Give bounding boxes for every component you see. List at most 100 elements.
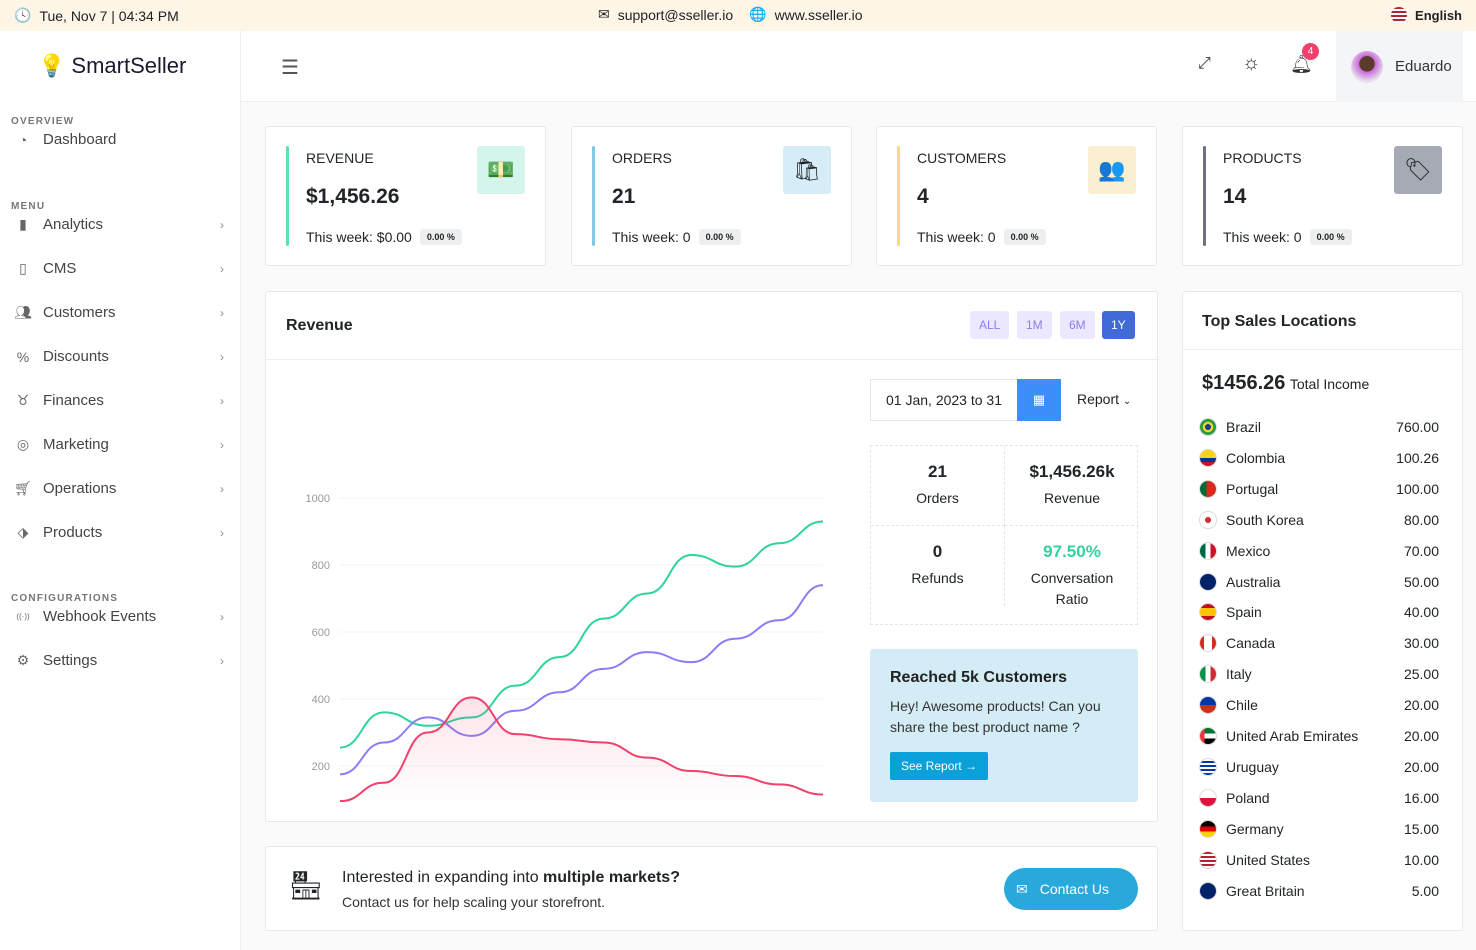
location-amount: 50.00	[1403, 573, 1439, 590]
broadcast-icon: ((·))	[16, 612, 30, 621]
target-icon: ◎	[16, 436, 30, 452]
location-row: Uruguay 20.00	[1199, 757, 1439, 777]
flag-icon	[1199, 448, 1217, 467]
us-flag-icon	[1391, 7, 1408, 23]
flag-icon	[1199, 881, 1217, 900]
sidebar-item-discounts[interactable]: % Discounts ›	[14, 348, 224, 365]
flag-icon	[1199, 850, 1217, 869]
promo-title: Reached 5k Customers	[890, 669, 1067, 686]
sidebar-item-operations[interactable]: 🛒︎ Operations ›	[14, 480, 224, 497]
flag-icon	[1199, 757, 1217, 776]
storefront-icon: 🏪︎	[288, 870, 324, 901]
piggy-bank-icon: ♉︎	[16, 392, 30, 408]
promo-card: Reached 5k Customers Hey! Awesome produc…	[870, 649, 1138, 802]
location-row: Chile 20.00	[1199, 695, 1439, 715]
location-amount: 20.00	[1403, 697, 1439, 714]
y-tick-label: 200	[312, 761, 330, 773]
sidebar-item-settings[interactable]: ⚙ Settings ›	[14, 652, 224, 669]
gear-icon: ⚙	[16, 652, 30, 668]
sidebar-item-customers[interactable]: 👥︎ Customers ›	[14, 304, 224, 321]
sidebar-item-marketing[interactable]: ◎ Marketing ›	[14, 436, 224, 453]
user-menu[interactable]: Eduardo	[1336, 31, 1463, 102]
support-email-link[interactable]: support@sseller.io	[617, 6, 734, 23]
language-selector[interactable]: English	[1391, 7, 1462, 23]
card-percent-badge: 0.00 %	[419, 229, 462, 245]
location-name: Germany	[1226, 820, 1284, 837]
fullscreen-icon[interactable]: ⤢	[1198, 55, 1211, 72]
location-amount: 5.00	[1411, 882, 1439, 899]
sidebar-item-dashboard[interactable]: ◔ Dashboard	[14, 131, 224, 148]
top-sales-locations-panel: Top Sales Locations $1456.26 Total Incom…	[1182, 291, 1463, 931]
header: ☰ ⤢ ☼ 🔔︎ 4 Eduardo	[241, 31, 1476, 102]
sidebar-item-label: Products	[43, 524, 103, 541]
flag-icon	[1199, 696, 1217, 715]
shopping-bag-icon: 🛍	[783, 146, 831, 194]
chevron-right-icon: ›	[220, 393, 224, 408]
location-name: United Arab Emirates	[1226, 728, 1359, 744]
sidebar-item-label: Marketing	[43, 436, 109, 453]
brand-logo[interactable]: 💡 SmartSeller	[38, 53, 186, 79]
stat-card-products: PRODUCTS 14 This week: 0 0.00 % 🏷	[1182, 126, 1463, 266]
location-name: South Korea	[1226, 511, 1304, 528]
location-amount: 25.00	[1403, 666, 1439, 683]
sidebar-item-products[interactable]: ⬗ Products ›	[14, 524, 224, 541]
series-area	[340, 697, 823, 802]
flag-icon	[1199, 479, 1217, 498]
sidebar-item-label: Customers	[43, 304, 116, 321]
chevron-right-icon: ›	[220, 525, 224, 540]
card-value: 14	[1223, 185, 1247, 208]
card-week: This week: 0	[1223, 229, 1302, 245]
clock-icon: 🕓	[14, 7, 32, 23]
flag-icon	[1199, 603, 1217, 622]
range-all-button[interactable]: ALL	[970, 311, 1010, 339]
menu-toggle-icon[interactable]: ☰	[281, 57, 299, 79]
chevron-down-icon: ⌄	[1122, 396, 1132, 407]
card-week: This week: 0	[612, 229, 691, 245]
report-dropdown[interactable]: Report ⌄	[1077, 391, 1131, 407]
location-name: Great Britain	[1226, 882, 1305, 899]
chevron-right-icon: ›	[220, 653, 224, 668]
flag-icon	[1199, 572, 1217, 591]
card-title: CUSTOMERS	[917, 150, 1007, 166]
location-amount: 70.00	[1403, 542, 1439, 559]
gauge-icon: ◔	[18, 131, 28, 148]
range-6m-button[interactable]: 6M	[1060, 311, 1095, 339]
range-1m-button[interactable]: 1M	[1017, 311, 1052, 339]
location-amount: 760.00	[1396, 419, 1439, 435]
location-amount: 80.00	[1403, 511, 1439, 528]
sidebar-item-analytics[interactable]: ▮ Analytics ›	[14, 216, 224, 233]
revenue-title: Revenue	[286, 317, 353, 334]
sidebar-item-label: Finances	[43, 392, 104, 409]
section-configurations: CONFIGURATIONS	[11, 593, 119, 604]
section-overview: OVERVIEW	[11, 116, 75, 127]
location-amount: 100.26	[1396, 449, 1439, 466]
location-row: Canada 30.00	[1199, 633, 1439, 653]
date-range-input[interactable]: 01 Jan, 2023 to 31	[870, 379, 1018, 421]
promo-text: Hey! Awesome products! Can you share the…	[890, 698, 1101, 735]
flag-icon	[1199, 819, 1217, 838]
y-tick-label: 800	[312, 560, 330, 572]
location-row: Brazil 760.00	[1199, 417, 1439, 437]
range-1y-button[interactable]: 1Y	[1102, 311, 1135, 339]
sidebar-item-finances[interactable]: ♉︎ Finances ›	[14, 392, 224, 409]
chevron-right-icon: ›	[220, 609, 224, 624]
website-link[interactable]: www.sseller.io	[774, 6, 863, 23]
sidebar-item-cms[interactable]: ▯ CMS ›	[14, 260, 224, 277]
see-report-button[interactable]: See Report →	[890, 752, 989, 780]
location-name: Uruguay	[1226, 758, 1279, 775]
contact-us-button[interactable]: ✉ Contact Us	[1004, 868, 1138, 910]
globe-icon: 🌐	[749, 6, 767, 22]
location-row: Colombia 100.26	[1199, 448, 1439, 468]
card-percent-badge: 0.00 %	[1003, 229, 1046, 245]
file-icon: ▯	[19, 260, 27, 276]
y-tick-label: 400	[312, 694, 330, 706]
chevron-right-icon: ›	[220, 217, 224, 232]
card-value: 4	[917, 185, 929, 208]
card-title: PRODUCTS	[1223, 150, 1302, 166]
section-menu: MENU	[11, 201, 46, 212]
sidebar-item-webhook-events[interactable]: ((·)) Webhook Events ›	[14, 608, 224, 625]
calendar-button[interactable]: ▦	[1017, 379, 1061, 421]
theme-toggle-sun-icon[interactable]: ☼	[1242, 52, 1261, 74]
stat-card-orders: ORDERS 21 This week: 0 0.00 % 🛍	[571, 126, 852, 266]
